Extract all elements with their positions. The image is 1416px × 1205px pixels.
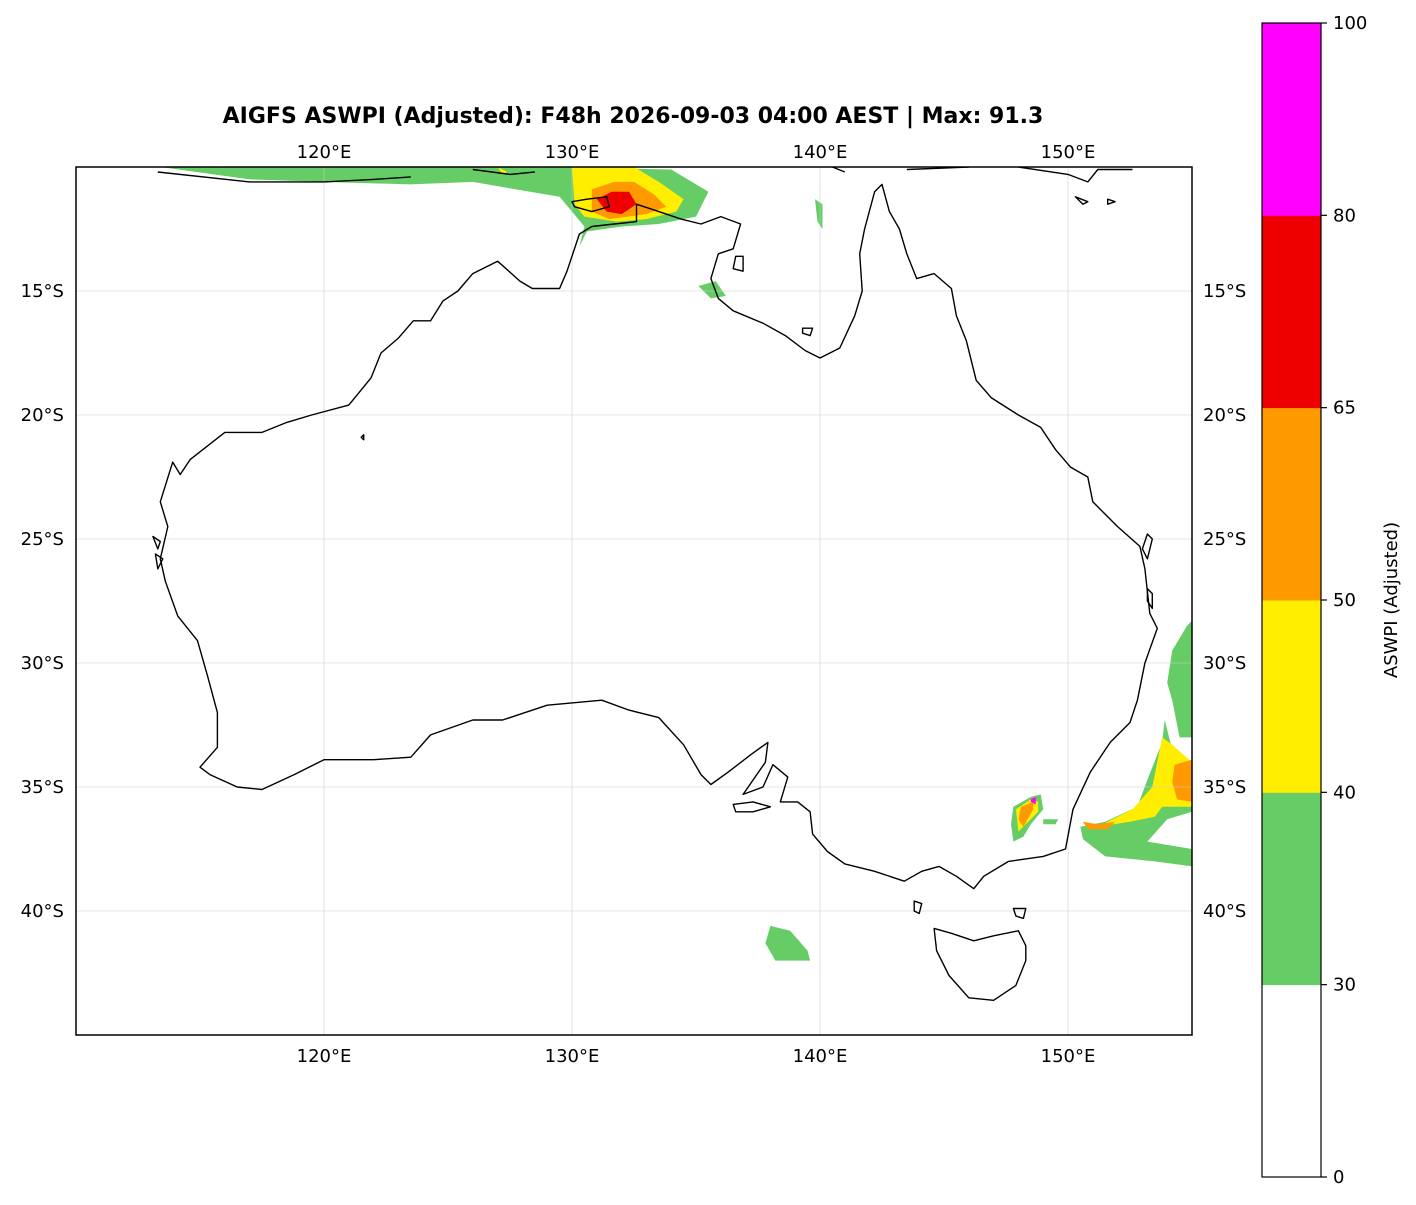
- chart-title: AIGFS ASWPI (Adjusted): F48h 2026-09-03 …: [223, 104, 1044, 129]
- lon-tick-label-bottom: 150°E: [1041, 1046, 1096, 1067]
- colorbar-ticks: 0 30 40 50 65 80 100: [1321, 13, 1367, 1188]
- colorbar-tick-label: 100: [1333, 13, 1367, 34]
- aswpi-field-50-65: [1018, 801, 1034, 827]
- coastline-island: [1074, 196, 1089, 205]
- aswpi-field-30-40: [815, 199, 823, 229]
- lon-tick-label-bottom: 140°E: [793, 1046, 848, 1067]
- aswpi-field-30-40: [1043, 819, 1059, 825]
- aswpi-field-80-100: [1030, 796, 1036, 805]
- lat-tick-label-left: 15°S: [21, 281, 64, 302]
- lat-tick-label-right: 30°S: [1203, 653, 1246, 674]
- aswpi-field-30-40: [160, 167, 709, 247]
- axis-tick-labels: 120°E 120°E 130°E 130°E 140°E 140°E 150°E 150°E…: [21, 142, 1247, 1067]
- colorbar-tick-label: 0: [1333, 1167, 1344, 1188]
- lon-tick-label-top: 140°E: [793, 142, 848, 163]
- lat-tick-label-right: 40°S: [1203, 901, 1246, 922]
- aswpi-field-40-50: [497, 167, 508, 175]
- colorbar-tick-label: 40: [1333, 782, 1356, 803]
- gridlines: [76, 167, 1192, 1035]
- map-background: [76, 167, 1192, 1035]
- coastline-island: [1146, 587, 1153, 610]
- map-frame: [75, 166, 1193, 1036]
- colorbar-tick-label: 50: [1333, 590, 1356, 611]
- map-area: [76, 167, 1192, 1035]
- aswpi-field-30-40: [765, 925, 811, 961]
- lat-tick-label-right: 15°S: [1203, 281, 1246, 302]
- coastline-island: [1012, 907, 1027, 920]
- colorbar-band-50-65: [1262, 407, 1321, 601]
- colorbar-band-0-30: [1262, 984, 1321, 1178]
- colorbar-bands: [1262, 23, 1321, 1178]
- colorbar-band-65-80: [1262, 215, 1321, 409]
- lat-tick-label-left: 35°S: [21, 777, 64, 798]
- coastline-northern-landmass: [157, 171, 411, 183]
- lat-tick-label-right: 25°S: [1203, 529, 1246, 550]
- lon-tick-label-bottom: 120°E: [297, 1046, 352, 1067]
- coastline-island: [732, 255, 744, 272]
- coastline-northern-landmass: [832, 167, 846, 173]
- colorbar-band-40-50: [1262, 600, 1321, 793]
- aswpi-contour-fields: [160, 167, 1192, 961]
- coastline-northern-landmass: [1018, 167, 1133, 183]
- lat-tick-label-left: 40°S: [21, 901, 64, 922]
- coastline-tasmania: [933, 927, 1027, 1001]
- coastline-island: [801, 327, 814, 337]
- lon-tick-label-top: 150°E: [1041, 142, 1096, 163]
- lon-tick-label-bottom: 130°E: [545, 1046, 600, 1067]
- coastline-island: [152, 535, 161, 550]
- colorbar-band-80-100: [1262, 23, 1321, 216]
- colorbar-label: ASWPI (Adjusted): [1381, 522, 1402, 678]
- lat-tick-label-left: 30°S: [21, 653, 64, 674]
- aswpi-field-30-40: [1167, 620, 1192, 738]
- coastline-island: [913, 900, 923, 915]
- coastlines: [152, 167, 1158, 1001]
- coastline-island: [1141, 533, 1153, 560]
- lat-tick-label-right: 35°S: [1203, 777, 1246, 798]
- aswpi-field-50-65: [1082, 821, 1116, 830]
- coastline-island: [360, 434, 365, 441]
- lat-tick-label-right: 20°S: [1203, 405, 1246, 426]
- aswpi-field-50-65: [1172, 759, 1192, 802]
- lat-tick-label-left: 25°S: [21, 529, 64, 550]
- lon-tick-label-top: 120°E: [297, 142, 352, 163]
- coastline-island: [571, 196, 610, 213]
- lon-tick-label-top: 130°E: [545, 142, 600, 163]
- coastline-mainland: [159, 183, 1158, 890]
- coastline-island: [732, 801, 772, 813]
- coastline-island: [154, 553, 164, 570]
- colorbar-band-30-40: [1262, 792, 1321, 986]
- lat-tick-label-left: 20°S: [21, 405, 64, 426]
- aswpi-field-40-50: [1097, 737, 1192, 827]
- colorbar-tick-label: 65: [1333, 398, 1356, 419]
- coastline-northern-landmass: [472, 168, 535, 176]
- colorbar: 0 30 40 50 65 80 100 ASWPI (Adjusted): [1261, 13, 1402, 1188]
- colorbar-tick-label: 80: [1333, 205, 1356, 226]
- coastline-island: [1107, 198, 1116, 205]
- colorbar-tick-label: 30: [1333, 975, 1356, 996]
- aswpi-field-30-40: [698, 281, 726, 299]
